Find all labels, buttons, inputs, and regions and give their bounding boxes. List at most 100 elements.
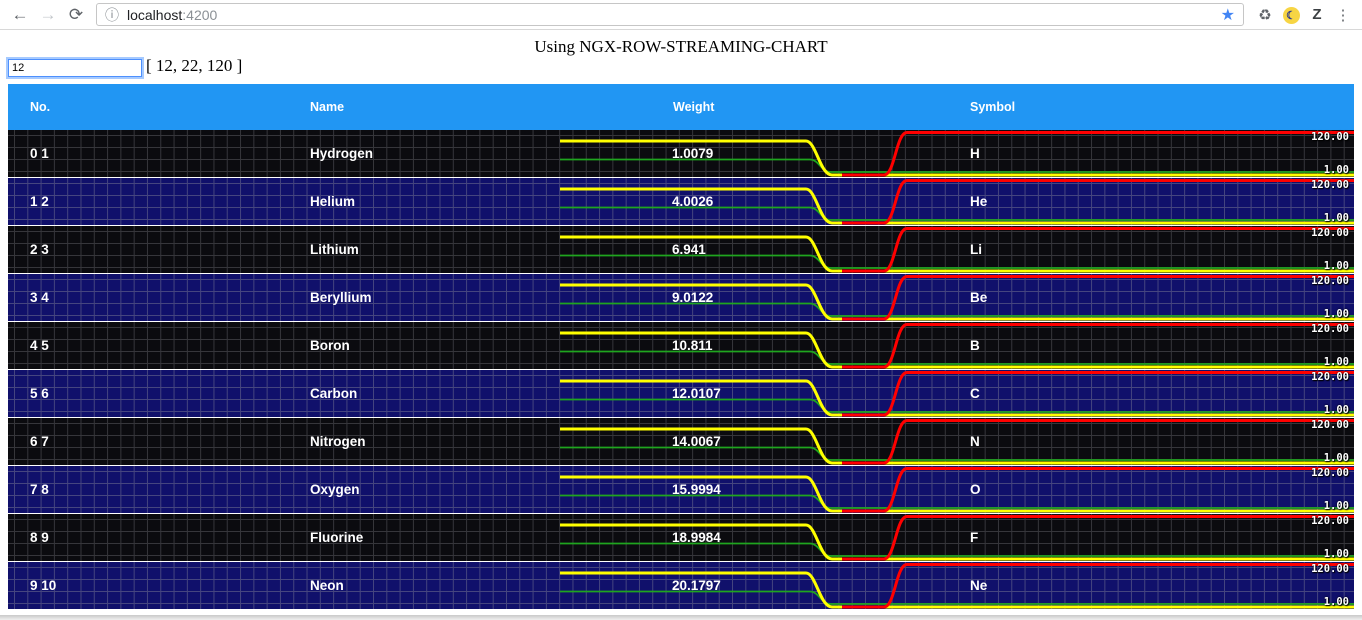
row-weight: 12.0107 (672, 386, 721, 401)
streaming-chart (560, 179, 1354, 225)
row-symbol: N (970, 434, 980, 449)
streaming-chart (560, 371, 1354, 417)
table-row[interactable]: 2 3 Lithium 6.941 Li 120.00 1.00 (8, 226, 1354, 274)
row-name: Nitrogen (310, 434, 366, 449)
row-no: 6 7 (30, 434, 49, 449)
row-symbol: F (970, 530, 979, 545)
chart-max-label: 120.00 (1311, 515, 1349, 527)
table-row[interactable]: 5 6 Carbon 12.0107 C 120.00 1.00 (8, 370, 1354, 418)
back-icon[interactable]: ← (11, 5, 29, 24)
row-symbol: B (970, 338, 980, 353)
row-no: 1 2 (30, 194, 49, 209)
refresh-icon[interactable]: ⟳ (68, 5, 84, 24)
row-name: Hydrogen (310, 146, 374, 161)
row-name: Fluorine (310, 530, 364, 545)
row-no: 7 8 (30, 482, 49, 497)
streaming-chart (560, 227, 1354, 273)
chart-max-label: 120.00 (1311, 563, 1349, 575)
bookmark-star-icon[interactable]: ★ (1220, 6, 1235, 24)
chart-max-label: 120.00 (1311, 179, 1349, 191)
recycle-extension-icon[interactable]: ♻ (1258, 6, 1272, 24)
streaming-chart (560, 275, 1354, 321)
table-row[interactable]: 1 2 Helium 4.0026 He 120.00 1.00 (8, 178, 1354, 226)
table-row[interactable]: 8 9 Fluorine 18.9984 F 120.00 1.00 (8, 514, 1354, 562)
row-no: 9 10 (30, 578, 57, 593)
url-text[interactable]: localhost:4200 (127, 7, 217, 23)
z-extension-icon[interactable]: Z (1312, 6, 1322, 23)
table-row[interactable]: 3 4 Beryllium 9.0122 Be 120.00 1.00 (8, 274, 1354, 322)
row-name: Lithium (310, 242, 359, 257)
streaming-chart (560, 419, 1354, 465)
table-row[interactable]: 0 1 Hydrogen 1.0079 H 120.00 1.00 (8, 130, 1354, 178)
url-port: :4200 (182, 6, 218, 23)
row-symbol: C (970, 386, 980, 401)
chart-min-label: 1.00 (1323, 404, 1349, 416)
row-symbol: Be (970, 290, 988, 305)
row-weight: 10.811 (672, 338, 713, 353)
row-symbol: He (970, 194, 988, 209)
chart-max-label: 120.00 (1311, 227, 1349, 239)
row-weight: 20.1797 (672, 578, 721, 593)
row-name: Neon (310, 578, 344, 593)
moon-icon: ☾ (1282, 6, 1300, 24)
chart-max-label: 120.00 (1311, 275, 1349, 287)
table-row[interactable]: 4 5 Boron 10.811 B 120.00 1.00 (8, 322, 1354, 370)
row-name: Boron (310, 338, 350, 353)
row-symbol: Ne (970, 578, 988, 593)
row-weight: 1.0079 (672, 146, 714, 161)
address-bar[interactable]: ⓘ localhost:4200 ★ (96, 3, 1244, 26)
table-row[interactable]: 6 7 Nitrogen 14.0067 N 120.00 1.00 (8, 418, 1354, 466)
chart-min-label: 1.00 (1323, 212, 1349, 224)
chart-min-label: 1.00 (1323, 500, 1349, 512)
row-no: 3 4 (30, 290, 49, 305)
chart-min-label: 1.00 (1323, 164, 1349, 176)
row-weight: 6.941 (672, 242, 706, 257)
row-weight: 14.0067 (672, 434, 721, 449)
row-name: Oxygen (310, 482, 360, 497)
streaming-chart (560, 563, 1354, 609)
table-row[interactable]: 7 8 Oxygen 15.9994 O 120.00 1.00 (8, 466, 1354, 514)
chart-min-label: 1.00 (1323, 596, 1349, 608)
forward-icon[interactable]: → (39, 5, 57, 24)
chart-min-label: 1.00 (1323, 452, 1349, 464)
row-symbol: H (970, 146, 980, 161)
row-no: 0 1 (30, 146, 49, 161)
column-header-symbol: Symbol (970, 100, 1016, 114)
stream-values-label: [ 12, 22, 120 ] (146, 56, 243, 75)
chart-min-label: 1.00 (1323, 356, 1349, 368)
row-no: 8 9 (30, 530, 49, 545)
row-name: Carbon (310, 386, 358, 401)
browser-menu-icon[interactable]: ⋮ (1335, 6, 1351, 24)
streaming-chart (560, 323, 1354, 369)
stream-value-input[interactable] (6, 57, 144, 79)
column-header-weight: Weight (673, 100, 715, 114)
elements-table: No. Name Weight Symbol 0 1 Hydrogen 1.00… (8, 84, 1354, 610)
chart-max-label: 120.00 (1311, 419, 1349, 431)
row-no: 4 5 (30, 338, 49, 353)
streaming-chart (560, 515, 1354, 561)
moon-extension-icon[interactable]: ☾ (1278, 6, 1304, 24)
row-weight: 4.0026 (672, 194, 714, 209)
page-bottom-edge (0, 615, 1362, 620)
row-symbol: Li (970, 242, 982, 257)
table-header: No. Name Weight Symbol (8, 84, 1354, 130)
url-host: localhost (127, 6, 183, 23)
row-name: Helium (310, 194, 356, 209)
row-weight: 9.0122 (672, 290, 714, 305)
streaming-chart (560, 131, 1354, 177)
row-weight: 15.9994 (672, 482, 721, 497)
chart-min-label: 1.00 (1323, 308, 1349, 320)
row-symbol: O (970, 482, 981, 497)
column-header-no: No. (30, 100, 51, 114)
table-body: 0 1 Hydrogen 1.0079 H 120.00 1.00 1 2 He… (8, 130, 1354, 610)
browser-toolbar: ← → ⟳ ⓘ localhost:4200 ★ ♻ ☾ Z ⋮ (0, 0, 1362, 30)
row-no: 2 3 (30, 242, 49, 257)
chart-min-label: 1.00 (1323, 260, 1349, 272)
streaming-chart (560, 467, 1354, 513)
chart-max-label: 120.00 (1311, 323, 1349, 335)
row-name: Beryllium (310, 290, 372, 305)
table-row[interactable]: 9 10 Neon 20.1797 Ne 120.00 1.00 (8, 562, 1354, 610)
page-info-icon[interactable]: ⓘ (105, 6, 119, 23)
chart-max-label: 120.00 (1311, 371, 1349, 383)
